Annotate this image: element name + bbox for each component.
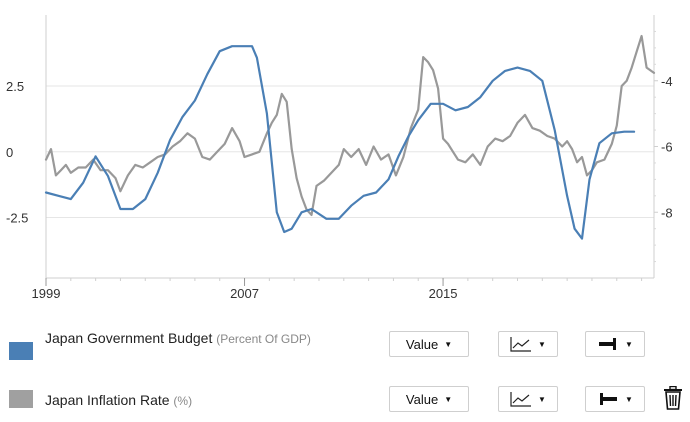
series-unit: (%) <box>173 394 193 408</box>
chart-type-dropdown[interactable]: ▼ <box>498 386 558 412</box>
caret-down-icon: ▼ <box>625 339 633 349</box>
trash-icon[interactable] <box>662 386 684 410</box>
series-line-government-budget <box>44 45 636 240</box>
left-axis-icon <box>600 393 618 405</box>
value-dropdown-label: Value <box>405 391 439 407</box>
caret-down-icon: ▼ <box>625 394 633 404</box>
right-axis-tick-label: -4 <box>661 74 673 89</box>
line-chart-icon <box>510 337 532 352</box>
x-axis-tick-label: 2015 <box>429 286 458 301</box>
value-dropdown[interactable]: Value ▼ <box>389 331 469 357</box>
series-color-swatch[interactable] <box>9 390 33 408</box>
left-axis-tick-label: 0 <box>6 145 13 160</box>
chart-type-dropdown[interactable]: ▼ <box>498 331 558 357</box>
legend-panel: Japan Government Budget (Percent Of GDP)… <box>0 312 690 416</box>
legend-row-inflation: Japan Inflation Rate (%) Value ▼ ▼ ▼ <box>0 370 690 422</box>
series-name: Japan Government Budget <box>45 330 213 346</box>
series-color-swatch[interactable] <box>9 342 33 360</box>
series-unit: (Percent Of GDP) <box>216 332 311 346</box>
left-axis-tick-label: 2.5 <box>6 79 24 94</box>
right-axis-icon <box>599 338 617 350</box>
caret-down-icon: ▼ <box>538 394 546 404</box>
axis-side-dropdown[interactable]: ▼ <box>585 386 645 412</box>
value-dropdown-label: Value <box>405 336 439 352</box>
left-axis-tick-label: -2.5 <box>6 211 28 226</box>
caret-down-icon: ▼ <box>538 339 546 349</box>
legend-row-budget: Japan Government Budget (Percent Of GDP)… <box>0 318 690 370</box>
caret-down-icon: ▼ <box>444 394 453 404</box>
x-axis-tick-label: 1999 <box>32 286 61 301</box>
line-chart-icon <box>510 392 532 407</box>
caret-down-icon: ▼ <box>444 339 453 349</box>
series-line-inflation-rate <box>44 34 656 216</box>
chart: 2.5 0 -2.5 -4 -6 -8 1999 2007 2015 <box>6 15 673 301</box>
series-label: Japan Inflation Rate (%) <box>45 391 345 410</box>
series-label: Japan Government Budget (Percent Of GDP) <box>45 329 345 348</box>
value-dropdown[interactable]: Value ▼ <box>389 386 469 412</box>
axis-side-dropdown[interactable]: ▼ <box>585 331 645 357</box>
series-name: Japan Inflation Rate <box>45 392 170 408</box>
right-axis-tick-label: -8 <box>661 205 673 220</box>
right-axis-tick-label: -6 <box>661 140 673 155</box>
x-axis-tick-label: 2007 <box>230 286 259 301</box>
